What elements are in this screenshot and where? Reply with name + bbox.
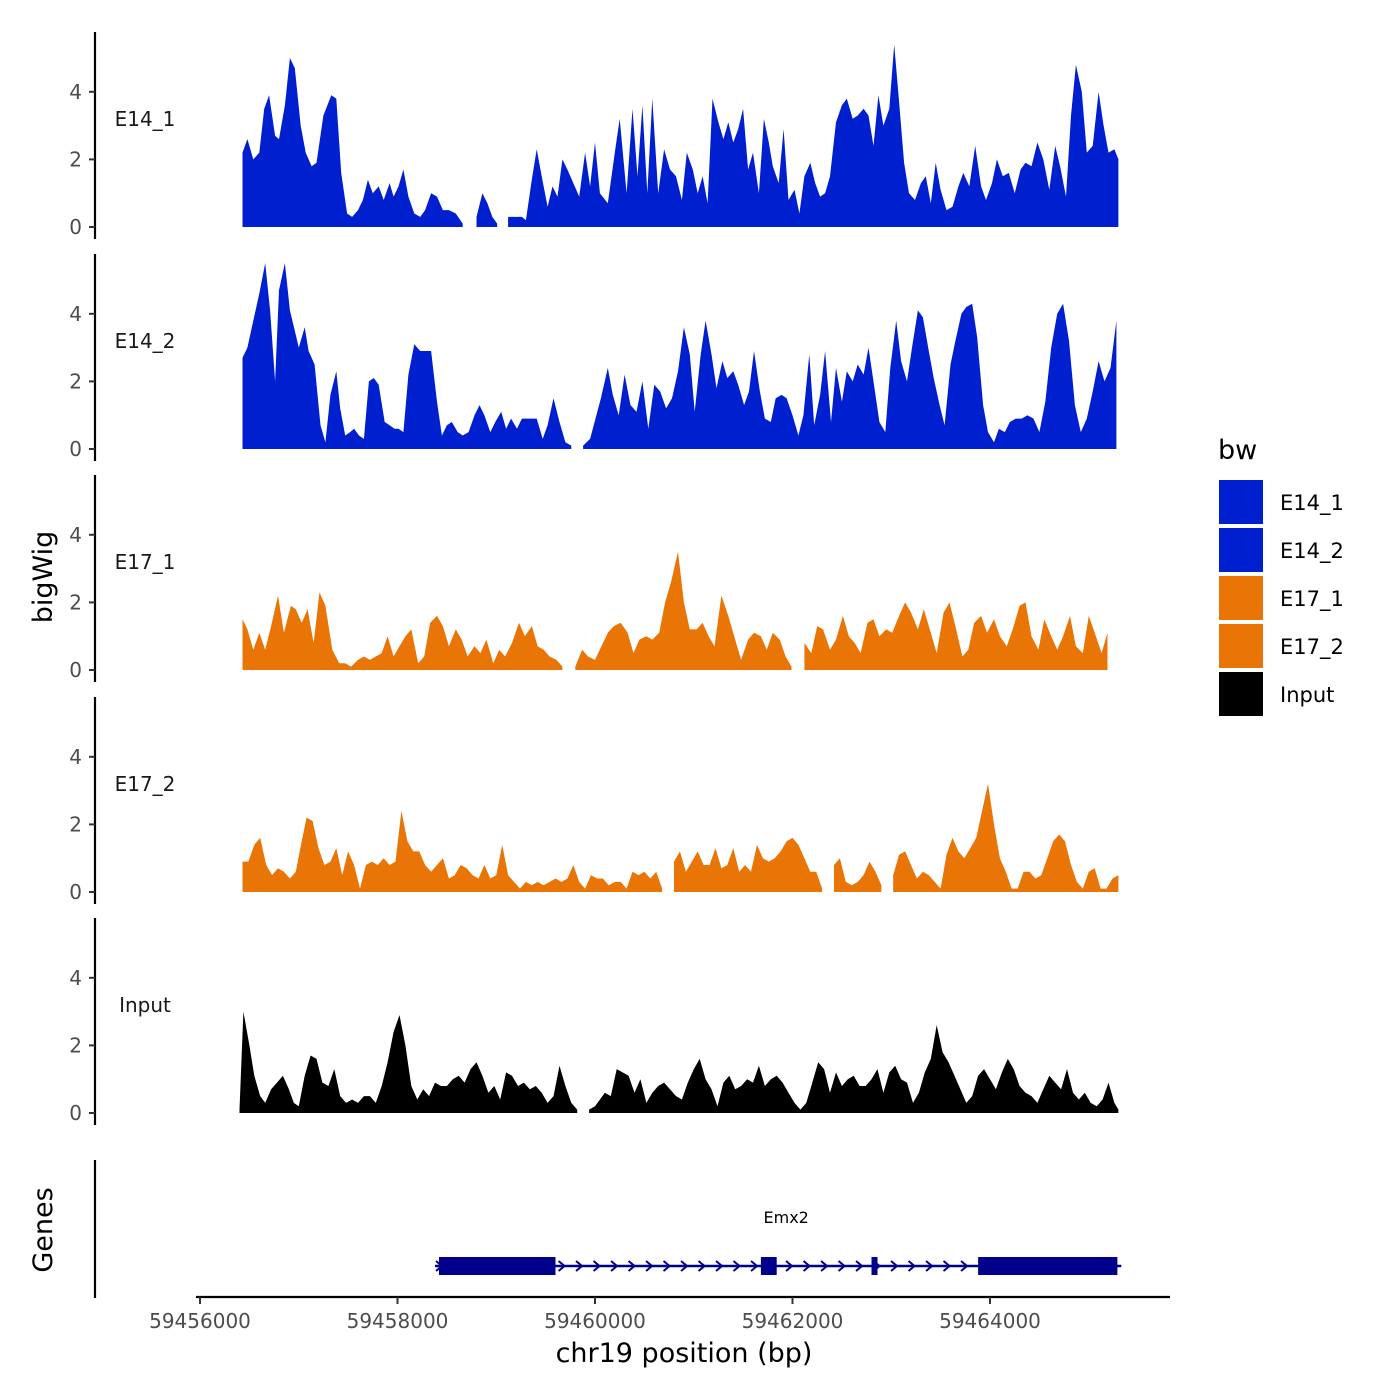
legend-swatch (1219, 576, 1263, 620)
signal-area (476, 193, 498, 227)
strand-arrow (960, 1260, 969, 1272)
legend-label: E17_1 (1280, 587, 1344, 612)
strand-arrow (802, 1260, 812, 1272)
gene-exon (760, 1257, 777, 1275)
gene-label: Emx2 (764, 1208, 809, 1227)
track-label: E17_2 (115, 772, 176, 796)
strand-arrow (575, 1260, 584, 1272)
strand-arrow (942, 1260, 952, 1272)
signal-area (239, 1011, 578, 1113)
signal-area (834, 858, 882, 892)
gene-exon (978, 1257, 1118, 1275)
legend-swatch (1219, 624, 1263, 668)
signal-area (242, 810, 663, 892)
y-axis-title: bigWig (28, 531, 59, 624)
legend: bw E14_1 E14_2 E17_1 E17_2 Input (1218, 435, 1344, 716)
strand-arrow (662, 1260, 672, 1272)
track-E14_2: 0 2 4 E14_2 (69, 254, 1117, 461)
y-tick-label: 0 (69, 1101, 82, 1125)
y-tick-label: 2 (69, 812, 82, 836)
strand-arrow (750, 1260, 759, 1272)
y-tick-label: 2 (69, 147, 82, 171)
track-label: E14_2 (115, 329, 176, 353)
legend-label: E14_1 (1280, 491, 1344, 516)
legend-label: E14_2 (1280, 539, 1344, 564)
track-E14_1: 0 2 4 E14_1 (69, 32, 1119, 239)
y-tick-label: 0 (69, 880, 82, 904)
strand-arrow (697, 1260, 707, 1272)
strand-arrow (855, 1260, 864, 1272)
x-tick-label: 59458000 (347, 1309, 449, 1333)
signal-area (893, 783, 1119, 892)
genes-axis-title: Genes (28, 1187, 59, 1272)
x-tick-label: 59462000 (742, 1309, 844, 1333)
y-tick-label: 4 (69, 523, 82, 547)
y-tick-label: 2 (69, 1033, 82, 1057)
x-tick-label: 59456000 (149, 1309, 251, 1333)
signal-area (575, 551, 792, 670)
strand-arrow (645, 1260, 654, 1272)
y-tick-label: 0 (69, 215, 82, 239)
strand-arrow (907, 1260, 917, 1272)
signal-area (242, 263, 572, 449)
strand-arrow (890, 1260, 899, 1272)
strand-arrow (715, 1260, 724, 1272)
gene-exon (871, 1257, 878, 1275)
track-label: E14_1 (115, 107, 176, 131)
strand-arrow (925, 1260, 934, 1272)
strand-arrow (592, 1260, 602, 1272)
legend-swatch (1219, 672, 1263, 716)
strand-arrow (785, 1260, 794, 1272)
y-tick-label: 4 (69, 966, 82, 990)
legend-label: E17_2 (1280, 635, 1344, 660)
strand-arrow (820, 1260, 829, 1272)
strand-arrow (732, 1260, 742, 1272)
x-tick-label: 59460000 (544, 1309, 646, 1333)
legend-label: Input (1280, 683, 1334, 707)
track-label: E17_1 (115, 550, 176, 574)
signal-area (242, 592, 563, 670)
signal-area (508, 44, 1119, 227)
signal-area (242, 58, 463, 227)
signal-area (674, 837, 823, 892)
track-label: Input (119, 993, 171, 1017)
x-axis-title: chr19 position (bp) (556, 1338, 813, 1369)
y-tick-label: 0 (69, 437, 82, 461)
signal-area (589, 1025, 1119, 1113)
signal-area (583, 303, 1117, 449)
y-tick-label: 0 (69, 658, 82, 682)
track-Input: 0 2 4 Input (69, 918, 1119, 1125)
y-tick-label: 4 (69, 80, 82, 104)
strand-arrow (627, 1260, 637, 1272)
legend-swatch (1219, 528, 1263, 572)
strand-arrow (557, 1260, 567, 1272)
x-tick-label: 59464000 (939, 1309, 1041, 1333)
y-tick-label: 4 (69, 302, 82, 326)
strand-arrow (680, 1260, 689, 1272)
track-E17_1: 0 2 4 E17_1 (69, 475, 1108, 682)
strand-arrow (610, 1260, 619, 1272)
legend-swatch (1219, 480, 1263, 524)
gene-Emx2: Emx2 (435, 1208, 1122, 1275)
signal-area (804, 602, 1108, 670)
legend-title: bw (1218, 435, 1257, 466)
strand-arrow (837, 1260, 847, 1272)
y-tick-label: 2 (69, 369, 82, 393)
gene-exon (438, 1257, 556, 1275)
track-E17_2: 0 2 4 E17_2 (69, 697, 1119, 904)
y-tick-label: 4 (69, 745, 82, 769)
y-tick-label: 2 (69, 590, 82, 614)
